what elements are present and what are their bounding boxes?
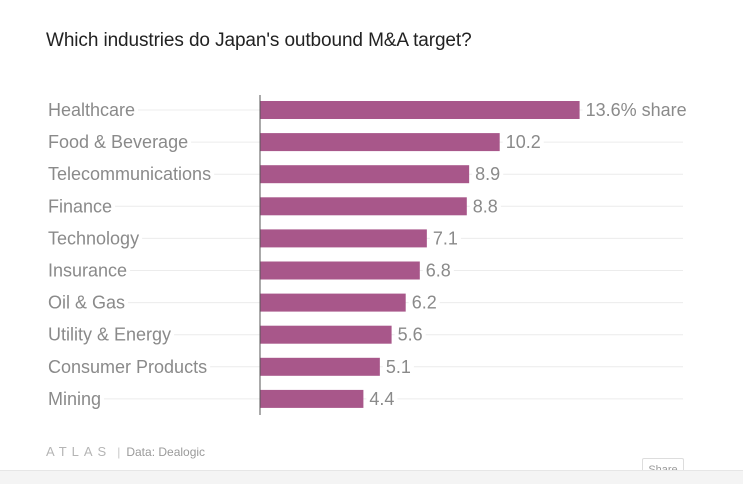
label-background [45, 324, 175, 345]
chart-card: Which industries do Japan's outbound M&A… [45, 30, 690, 459]
bottom-strip [0, 470, 743, 484]
value-label: 6.8 [426, 261, 451, 281]
bar[interactable] [260, 197, 467, 216]
gridlines [46, 109, 683, 400]
bar[interactable] [260, 133, 500, 152]
category-label: Consumer Products [48, 357, 207, 377]
bar[interactable] [260, 325, 392, 344]
bar-chart: Healthcare 13.6% share Food & Beverage 10.2… [45, 95, 690, 415]
label-background [45, 164, 215, 185]
value-label: 13.6% share [586, 100, 687, 120]
atlas-logo[interactable]: ATLAS [46, 444, 112, 459]
category-label: Oil & Gas [48, 293, 125, 313]
label-background [45, 292, 129, 313]
category-label: Utility & Energy [48, 325, 171, 345]
label-background [45, 228, 143, 249]
value-label: 8.8 [473, 196, 498, 216]
value-label: 5.6 [398, 325, 423, 345]
label-background [45, 132, 192, 153]
value-label: 5.1 [386, 357, 411, 377]
label-background [382, 356, 414, 377]
label-background [582, 100, 690, 120]
bar[interactable] [260, 261, 420, 280]
value-label: 8.9 [475, 164, 500, 184]
label-background [469, 196, 501, 217]
footer: ATLAS | Data: Dealogic [46, 444, 205, 459]
value-label: 10.2 [506, 132, 541, 152]
label-background [366, 388, 398, 409]
bar[interactable] [260, 357, 380, 376]
label-background [45, 260, 131, 281]
bar[interactable] [260, 165, 470, 184]
value-label: 7.1 [433, 228, 458, 248]
category-label: Telecommunications [48, 164, 211, 184]
label-background [394, 324, 426, 345]
source-note: Data: Dealogic [126, 444, 206, 459]
category-label: Food & Beverage [48, 132, 188, 152]
label-background [422, 260, 454, 281]
bars: Healthcare 13.6% share Food & Beverage 10.2… [45, 100, 690, 409]
category-label: Insurance [48, 261, 127, 281]
label-background [45, 100, 139, 120]
label-background [45, 356, 211, 377]
bar[interactable] [260, 101, 580, 119]
category-label: Technology [48, 228, 139, 248]
category-label: Healthcare [48, 100, 135, 120]
label-background [472, 164, 504, 185]
label-background [45, 196, 116, 217]
value-label: 4.4 [369, 389, 394, 409]
bar[interactable] [260, 389, 364, 408]
label-background [45, 388, 105, 409]
label-background [429, 228, 461, 249]
bar[interactable] [260, 293, 406, 312]
label-background [502, 132, 544, 153]
footer-separator: | [117, 444, 121, 459]
value-label: 6.2 [412, 293, 437, 313]
label-background [408, 292, 440, 313]
bar[interactable] [260, 229, 427, 248]
chart-title: Which industries do Japan's outbound M&A… [46, 30, 472, 51]
category-label: Finance [48, 196, 112, 216]
category-label: Mining [48, 389, 101, 409]
